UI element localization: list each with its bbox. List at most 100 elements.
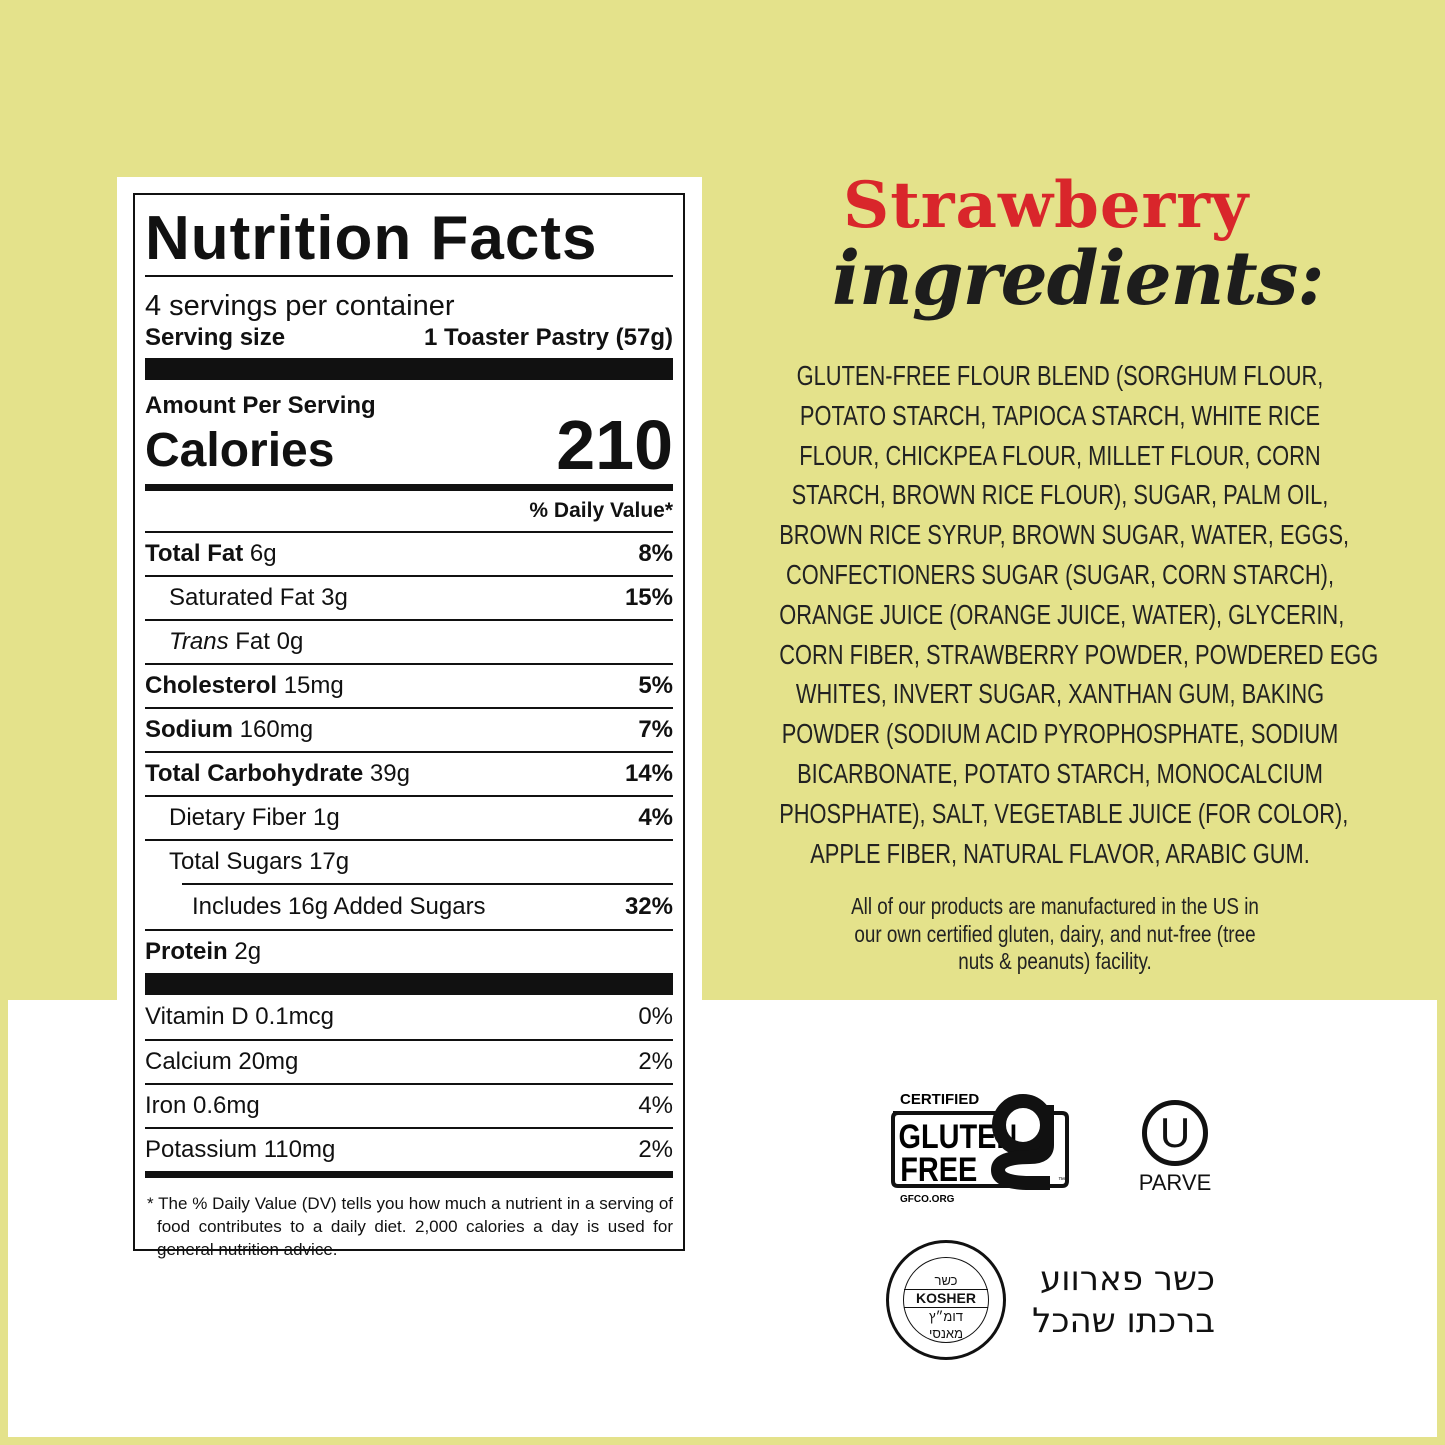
ingredients-line: APPLE FIBER, NATURAL FLAVOR, ARABIC GUM. [810,837,1310,869]
calories-label: Calories [145,424,335,477]
vitamin-dv: 2% [638,1048,673,1075]
seal-bottom-text: דומ״ץ [929,1309,963,1324]
nutrient-amount: 6g [249,540,277,567]
vitamin-name: Calcium 20mg [145,1048,299,1075]
hebrew-line: ברכתו שהכל [1032,1301,1215,1341]
vitamin-row: Vitamin D 0.1mcg 0% [145,995,673,1039]
nutrient-dv: 32% [624,893,673,920]
thick-divider [145,358,673,380]
facility-note-line: nuts & peanuts) facility. [958,948,1152,974]
ingredients-line: WHITES, INVERT SUGAR, XANTHAN GUM, BAKIN… [795,678,1325,710]
kosher-seal: כשר KOSHER דומ״ץ מאנסי [886,1240,1006,1360]
nutrient-dv: 15% [624,584,673,611]
ingredients-line: BICARBONATE, POTATO STARCH, MONOCALCIUM [797,757,1323,789]
daily-value-header: % Daily Value* [529,499,673,522]
flavor-title: Strawberry [843,168,1250,243]
nutrient-row: Cholesterol 15mg 5% [145,663,673,707]
facility-note-line: All of our products are manufactured in … [851,893,1259,919]
calories-value: 210 [556,406,673,484]
divider [145,275,673,277]
ingredients-line: ORANGE JUICE (ORANGE JUICE, WATER), GLYC… [779,598,1345,630]
nutrient-name: Total Fat [145,540,244,567]
ingredients-line: FLOUR, CHICKPEA FLOUR, MILLET FLOUR, COR… [799,439,1321,471]
nutrient-row: Trans Fat 0g [145,619,673,663]
nutrient-name: Protein [145,938,228,965]
divider [182,883,673,885]
nutrient-dv: 8% [638,540,673,567]
nutrient-row: Sodium 160mg 7% [145,707,673,751]
seal-kosher-text: KOSHER [904,1289,988,1308]
hebrew-line: כשר פארווע [1039,1259,1215,1299]
thick-divider [145,973,673,995]
nutrient-name: Cholesterol [145,672,278,699]
nutrient-row: Dietary Fiber 1g 4% [145,795,673,839]
nutrient-amount: 3g [321,584,348,611]
vitamin-row: Calcium 20mg 2% [145,1039,673,1083]
vitamin-dv: 2% [638,1136,673,1163]
vitamin-name: Iron 0.6mg [145,1092,260,1119]
nutrient-dv: 7% [638,716,673,743]
nutrient-amount: Fat 0g [235,628,304,655]
vitamin-dv: 4% [638,1092,673,1119]
nutrient-row: Total Fat 6g 8% [145,531,673,575]
nutrient-name: Total Carbohydrate [145,760,364,787]
vitamin-row: Iron 0.6mg 4% [145,1083,673,1127]
nutrient-amount: 17g [309,848,350,875]
nutrient-dv: 14% [624,760,673,787]
nutrient-amount: 1g [313,804,340,831]
serving-size: Serving size 1 Toaster Pastry (57g) [145,323,673,353]
vitamin-dv: 0% [638,1003,673,1030]
vitamin-name: Potassium 110mg [145,1136,336,1163]
calories-row: Calories 210 [145,410,673,480]
nutrition-facts-panel: Nutrition Facts 4 servings per container… [133,193,685,1259]
parve-label: PARVE [1138,1170,1212,1195]
nutrient-row: Includes 16g Added Sugars 32% [145,885,673,929]
nutrient-name: Sodium [145,716,233,743]
vitamin-row: Potassium 110mg 2% [145,1127,673,1171]
amount-per-serving: Amount Per Serving [145,392,376,419]
nutrient-amount: 15mg [283,672,344,699]
footnote: * The % Daily Value (DV) tells you how m… [147,1194,673,1259]
nutrient-name: Total Sugars [169,848,303,875]
gf-tm: ™ [1058,1177,1065,1184]
ingredients-line: BROWN RICE SYRUP, BROWN SUGAR, WATER, EG… [779,519,1350,551]
ingredients-line: POWDER (SODIUM ACID PYROPHOSPHATE, SODIU… [781,718,1339,750]
hebrew-kosher-text: כשר פארווע ברכתו שהכל [1025,1258,1215,1342]
nutrient-amount: 2g [234,938,262,965]
ingredients-line: GLUTEN-FREE FLOUR BLEND (SORGHUM FLOUR, [796,360,1324,391]
nutrient-name: Dietary Fiber [169,804,307,831]
nutrient-dv: 4% [638,804,673,831]
medium-divider [145,484,673,491]
nutrient-amount: 39g [369,760,410,787]
nutrition-title: Nutrition Facts [145,204,598,273]
servings-per-container: 4 servings per container [145,290,455,322]
seal-bottom-text-2: מאנסי [928,1326,964,1341]
seal-top-text: כשר [934,1273,958,1288]
nutrient-name: Includes 16g Added Sugars [192,893,486,920]
nutrient-row: Saturated Fat 3g 15% [145,575,673,619]
ingredients-line: POTATO STARCH, TAPIOCA STARCH, WHITE RIC… [799,399,1321,431]
nutrient-row: Total Sugars 17g [145,839,673,883]
serving-size-value: 1 Toaster Pastry (57g) [424,324,673,351]
gf-certified-text: CERTIFIED [900,1091,979,1108]
ingredients-line: CONFECTIONERS SUGAR (SUGAR, CORN STARCH)… [785,558,1335,590]
ou-parve-logo: U PARVE [1130,1100,1220,1196]
gluten-free-certification-logo: CERTIFIED GLUTEN FREE ™ GFCO.ORG [890,1085,1075,1210]
ingredients-line: CORN FIBER, STRAWBERRY POWDER, POWDERED … [779,638,1379,670]
gf-free-text: FREE [900,1150,977,1189]
nutrient-name: Saturated Fat [169,584,315,611]
nutrient-row: Total Carbohydrate 39g 14% [145,751,673,795]
ingredients-line: STARCH, BROWN RICE FLOUR), SUGAR, PALM O… [791,479,1329,511]
vitamin-name: Vitamin D 0.1mcg [145,1003,334,1030]
nutrient-name: Trans [169,628,229,655]
nutrient-dv: 5% [638,672,673,699]
serving-size-label: Serving size [145,324,286,351]
ingredients-title: ingredients: [832,236,1325,322]
facility-note: All of our products are manufactured in … [740,893,1370,976]
ou-symbol: U [1142,1100,1208,1166]
medium-divider [145,1171,673,1178]
nutrient-row: Protein 2g [145,929,673,973]
ingredients-line: PHOSPHATE), SALT, VEGETABLE JUICE (FOR C… [779,797,1349,829]
ingredients-list: GLUTEN-FREE FLOUR BLEND (SORGHUM FLOUR, P… [700,356,1420,873]
nutrient-amount: 160mg [239,716,314,743]
